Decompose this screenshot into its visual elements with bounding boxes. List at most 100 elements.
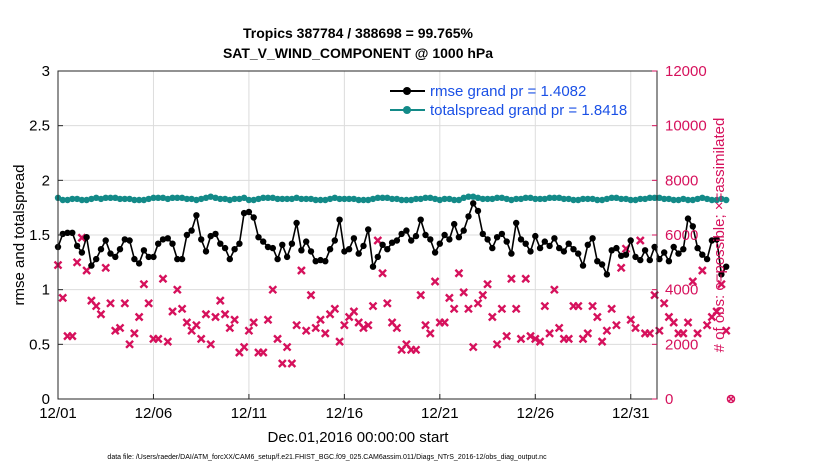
totalspread-point [436,196,443,204]
rmse-point [422,231,429,239]
rmse-point [436,240,443,247]
rmse-point [298,247,305,254]
totalspread-point [217,195,224,203]
totalspread-point [632,196,639,204]
totalspread-point [627,196,634,204]
obs-count-point [717,279,726,289]
x-tick-label: 12/11 [231,405,267,422]
rmse-point [69,229,76,236]
totalspread-point [59,196,66,204]
rmse-point [236,240,243,247]
rmse-point [78,249,86,256]
rmse-point [431,249,439,256]
totalspread-point [484,195,491,203]
rmse-point [345,246,353,253]
obs-count-point [688,277,698,286]
totalspread-point [603,195,611,203]
rmse-point [288,240,296,247]
rmse-point [135,260,143,267]
obs-count-point [263,315,273,325]
obs-count-point [683,318,693,327]
obs-count-point [478,290,488,300]
totalspread-point [441,195,448,203]
rmse-point [465,213,472,220]
rmse-point [202,248,210,255]
totalspread-point [451,196,458,204]
rmse-point [536,244,544,252]
obs-count-point [612,320,621,330]
totalspread-point [231,195,238,203]
rmse-point [317,256,324,264]
totalspread-point [293,194,300,201]
obs-count-point [206,339,216,349]
totalspread-point [489,195,496,203]
rmse-point [283,253,291,261]
totalspread-point [723,196,730,204]
legend-spread-marker [403,106,411,114]
obs-count-point [440,318,449,327]
totalspread-point [274,195,281,203]
rmse-point [513,219,520,227]
totalspread-point [150,194,157,201]
rmse-point [183,231,191,239]
obs-count-point [172,285,182,295]
rmse-point [570,246,577,253]
totalspread-point [355,196,362,204]
rmse-point [250,214,257,221]
obs-count-point [153,334,163,344]
rmse-point [255,234,262,241]
totalspread-point [498,194,506,201]
totalspread-point [455,196,463,204]
obs-count-point [72,257,82,267]
rmse-point [651,243,658,251]
rmse-point [279,241,286,248]
totalspread-point [279,195,286,203]
totalspread-point [250,196,257,204]
obs-count-point [306,290,316,300]
y2-tick-label: 2000 [665,336,698,353]
rmse-point [455,234,463,241]
rmse-point [116,246,124,253]
obs-count-point [726,394,736,404]
totalspread-point [408,196,415,204]
obs-count-point [110,326,120,336]
rmse-point [675,250,682,257]
totalspread-point [661,195,668,203]
rmse-point [150,253,157,261]
obs-count-point [497,304,507,314]
totalspread-point [207,193,214,200]
obs-count-point [115,323,125,333]
rmse-point [393,237,401,244]
obs-count-point [349,307,359,316]
rmse-point [193,212,200,219]
rmse-point [269,244,276,252]
rmse-point [517,236,525,243]
obs-count-point [454,268,464,278]
obs-count-point [597,337,607,346]
rmse-point [703,255,711,263]
rmse-point [97,246,105,253]
totalspread-point [374,194,381,201]
obs-count-point [464,304,473,314]
totalspread-point [88,195,95,203]
rmse-point [560,248,568,255]
rmse-point [384,246,391,253]
rmse-point [594,258,601,265]
obs-count-point [583,329,593,338]
rmse-point [565,240,572,247]
rmse-point [408,237,415,244]
obs-count-point [697,266,707,275]
rmse-point [198,236,205,243]
totalspread-point [670,196,677,204]
y2-tick-label: 12000 [665,63,707,80]
obs-count-point [678,329,688,338]
totalspread-point [73,195,81,203]
totalspread-point [699,194,706,201]
rmse-point [417,216,424,223]
obs-count-point [378,268,387,278]
totalspread-point [345,195,353,203]
obs-count-point [225,323,235,333]
totalspread-point [107,194,114,201]
totalspread-point [341,195,348,203]
totalspread-point [131,196,138,204]
